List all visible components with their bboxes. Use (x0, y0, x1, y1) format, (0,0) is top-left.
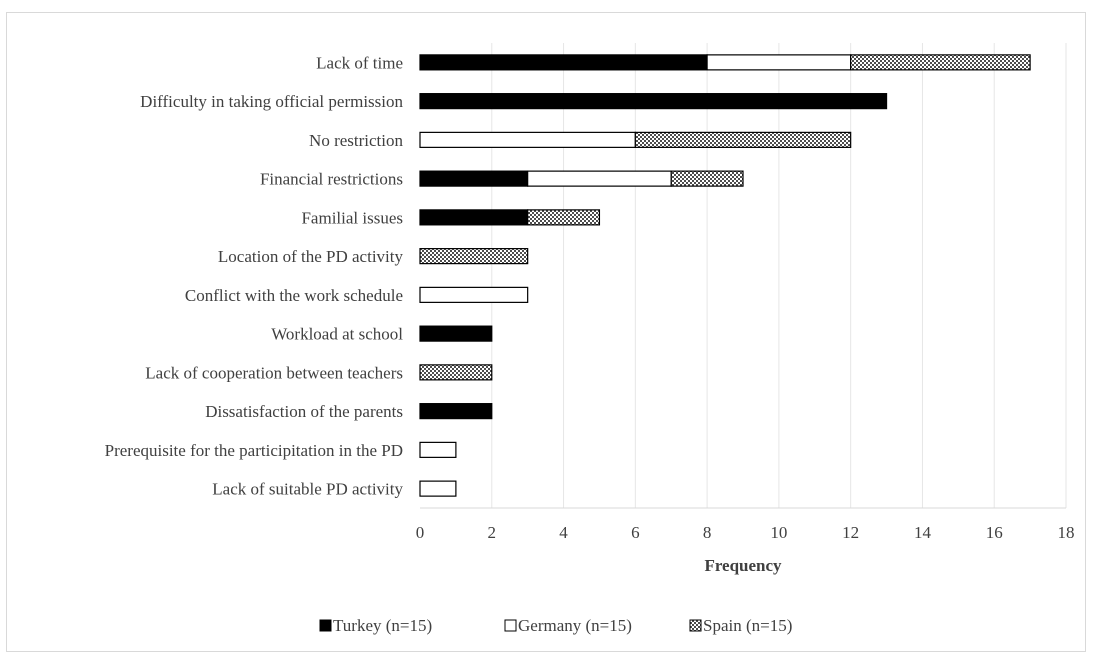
x-tick-label: 14 (914, 523, 932, 542)
x-tick-label: 16 (986, 523, 1003, 542)
bar-segment (419, 209, 529, 226)
category-label: Location of the PD activity (218, 247, 404, 266)
category-label: Dissatisfaction of the parents (205, 402, 403, 421)
bar-segment (419, 248, 529, 265)
legend-swatch (504, 619, 517, 632)
legend-label: Spain (n=15) (703, 616, 792, 635)
category-label: Financial restrictions (260, 170, 403, 189)
category-label: Conflict with the work schedule (185, 286, 403, 305)
category-label: Prerequisite for the participitation in … (105, 441, 403, 460)
x-tick-label: 0 (416, 523, 425, 542)
bar-segment (419, 170, 529, 187)
x-tick-label: 12 (842, 523, 859, 542)
x-tick-label: 2 (488, 523, 497, 542)
x-tick-label: 10 (770, 523, 787, 542)
bar-segment (850, 54, 1031, 71)
x-tick-label: 18 (1058, 523, 1075, 542)
bar-segment (419, 364, 493, 381)
bar-segment (419, 480, 457, 497)
bar-segment (419, 403, 493, 420)
category-label: Lack of suitable PD activity (212, 480, 403, 499)
bar-segment (706, 54, 852, 71)
chart-frame (6, 12, 1086, 652)
legend-label: Turkey (n=15) (333, 616, 432, 635)
gridlines (491, 43, 1067, 508)
bar-segment (419, 286, 529, 303)
x-tick-labels: 0 2 4 6 8 10 12 14 16 18 (416, 523, 1075, 542)
category-label: No restriction (309, 131, 403, 150)
legend-swatch (689, 619, 702, 632)
category-label: Workload at school (271, 325, 403, 344)
bar-segment (419, 441, 457, 458)
x-axis-title: Frequency (704, 556, 782, 575)
bar-segment (670, 170, 744, 187)
category-labels: Lack of time Difficulty in taking officia… (105, 53, 404, 498)
bar-segment (527, 170, 672, 187)
bar-segment (634, 131, 852, 148)
x-tick-label: 8 (703, 523, 712, 542)
bar-segment (527, 209, 601, 226)
bar-segment (419, 54, 708, 71)
legend: Turkey (n=15) Germany (n=15) Spain (n=15) (319, 616, 792, 635)
bar-segment (419, 93, 888, 110)
legend-label: Germany (n=15) (518, 616, 632, 635)
bar-segment (419, 131, 636, 148)
category-label: Difficulty in taking official permission (140, 92, 403, 111)
category-label: Lack of cooperation between teachers (145, 363, 403, 382)
bar-segment (419, 325, 493, 342)
category-label: Familial issues (301, 208, 403, 227)
category-label: Lack of time (316, 53, 403, 72)
x-tick-label: 4 (559, 523, 568, 542)
bars (419, 54, 1031, 497)
x-tick-label: 6 (631, 523, 640, 542)
legend-swatch (319, 619, 332, 632)
